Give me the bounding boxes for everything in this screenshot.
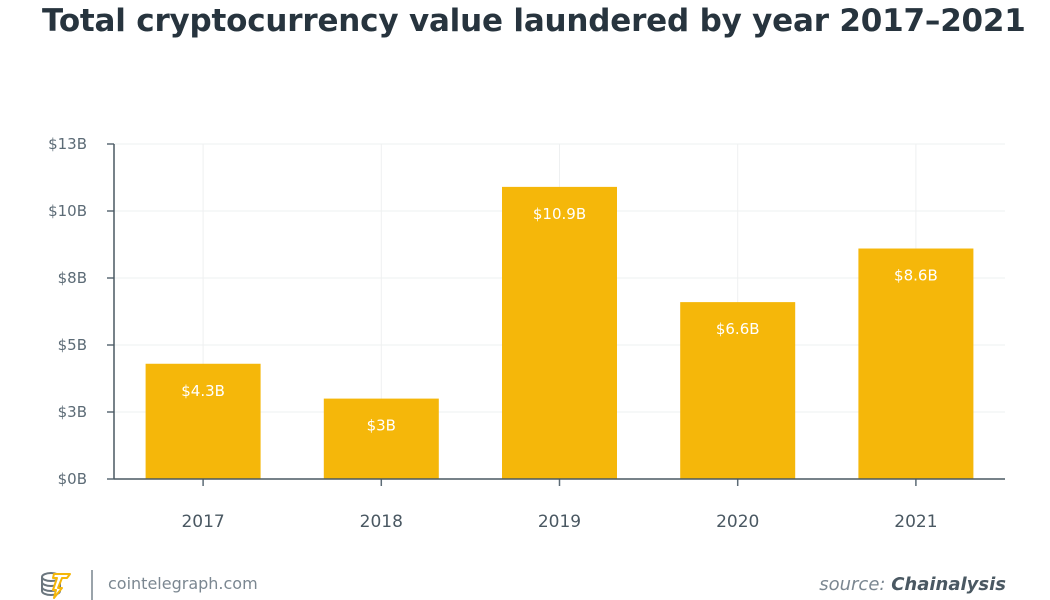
source-name: Chainalysis bbox=[891, 574, 1006, 595]
bar-data-label: $10.9B bbox=[533, 205, 586, 223]
x-tick-label: 2018 bbox=[360, 512, 403, 532]
x-tick-label: 2017 bbox=[181, 512, 224, 532]
footer-site: cointelegraph.com bbox=[108, 574, 258, 593]
cointelegraph-logo-icon bbox=[41, 572, 71, 599]
bar-2021 bbox=[858, 248, 974, 479]
y-tick-label: $3B bbox=[58, 403, 87, 421]
x-tick-label: 2020 bbox=[716, 512, 759, 532]
bar-data-label: $3B bbox=[367, 417, 396, 435]
bar-data-label: $4.3B bbox=[181, 382, 225, 400]
y-tick-label: $5B bbox=[58, 336, 87, 354]
bar-2020 bbox=[680, 302, 796, 479]
bar-2018 bbox=[323, 398, 439, 479]
bar-2019 bbox=[502, 186, 617, 479]
bar-2017 bbox=[145, 363, 261, 479]
x-tick-label: 2021 bbox=[894, 512, 937, 532]
source-credit: source: Chainalysis bbox=[819, 574, 1006, 595]
bar-chart: $0B $3B $5B $8B $10B $13B $4.3B 2017 $3B 2018 $10.… bbox=[48, 135, 1005, 532]
x-tick-label: 2019 bbox=[538, 512, 581, 532]
chart-title: Total cryptocurrency value laundered by … bbox=[42, 3, 1026, 39]
y-tick-label: $8B bbox=[58, 269, 87, 287]
y-tick-label: $13B bbox=[48, 135, 87, 153]
source-prefix: source: bbox=[819, 574, 892, 595]
y-tick-label: $10B bbox=[48, 202, 87, 220]
y-tick-label: $0B bbox=[58, 470, 87, 488]
bar-data-label: $6.6B bbox=[716, 320, 760, 338]
footer-divider bbox=[91, 570, 93, 600]
bar-data-label: $8.6B bbox=[894, 267, 938, 285]
